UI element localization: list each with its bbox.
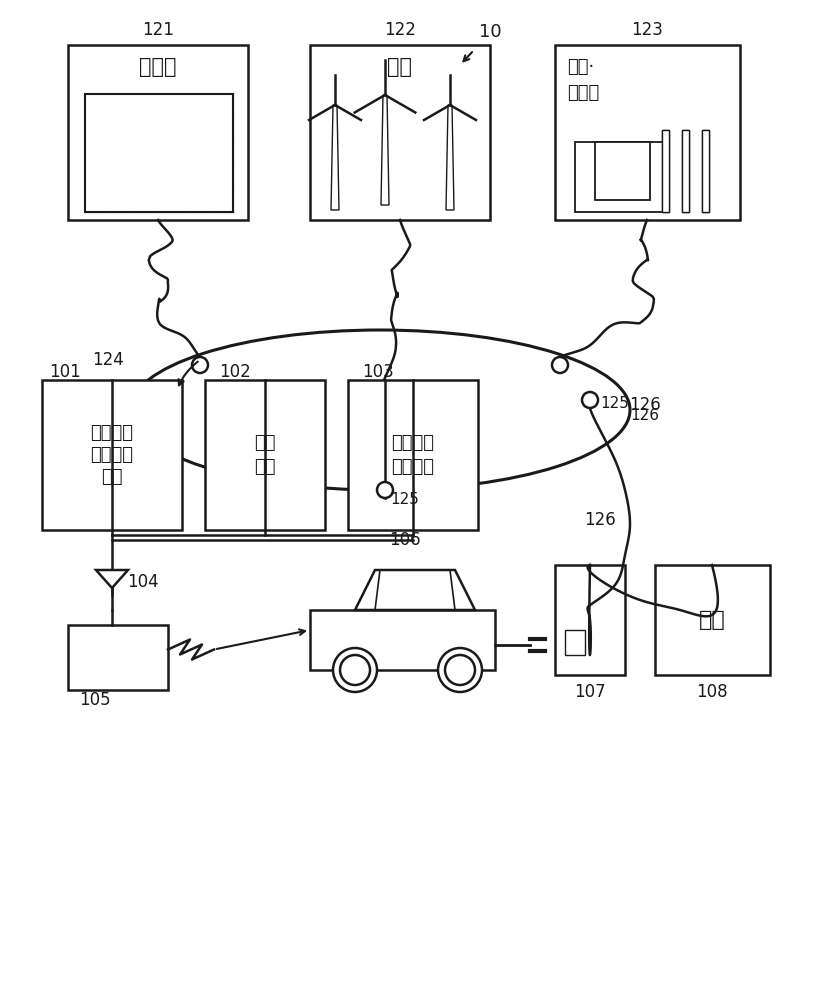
Text: 102: 102 <box>219 363 251 381</box>
Circle shape <box>377 482 393 498</box>
Bar <box>555 45 740 220</box>
Bar <box>682 130 689 212</box>
Bar <box>348 380 478 530</box>
Ellipse shape <box>130 330 630 490</box>
Circle shape <box>333 648 377 692</box>
Text: 107: 107 <box>574 683 606 701</box>
Text: 风力: 风力 <box>387 57 413 77</box>
Text: 原子能: 原子能 <box>567 84 599 102</box>
Text: 数据: 数据 <box>254 434 276 452</box>
Polygon shape <box>381 95 389 205</box>
Text: 监视控制: 监视控制 <box>90 446 133 464</box>
Text: 126: 126 <box>584 511 616 529</box>
Text: 105: 105 <box>79 691 111 709</box>
Bar <box>682 130 689 212</box>
Bar <box>310 610 495 670</box>
Text: 充电监视: 充电监视 <box>392 434 435 452</box>
Text: 电力系统: 电力系统 <box>90 424 133 442</box>
Circle shape <box>445 655 475 685</box>
Bar <box>68 45 248 220</box>
Bar <box>205 380 325 530</box>
Bar <box>42 380 182 530</box>
Text: 125: 125 <box>391 492 419 508</box>
Text: 控制中心: 控制中心 <box>392 458 435 476</box>
Text: 104: 104 <box>127 573 159 591</box>
Circle shape <box>192 357 208 373</box>
Text: 106: 106 <box>389 531 421 549</box>
Polygon shape <box>446 105 454 210</box>
Circle shape <box>438 648 482 692</box>
Text: 126: 126 <box>629 396 661 414</box>
Bar <box>655 565 770 675</box>
Text: 103: 103 <box>362 363 394 381</box>
Bar <box>565 630 585 655</box>
Text: 123: 123 <box>631 21 663 39</box>
Text: 101: 101 <box>49 363 81 381</box>
Text: 系统: 系统 <box>101 468 123 486</box>
Text: 中心: 中心 <box>254 458 276 476</box>
Circle shape <box>552 357 568 373</box>
Text: 124: 124 <box>92 351 124 369</box>
Bar <box>662 130 669 212</box>
Bar <box>702 130 709 212</box>
Text: 108: 108 <box>696 683 728 701</box>
Circle shape <box>582 392 598 408</box>
Text: 122: 122 <box>384 21 416 39</box>
Text: 火力·: 火力· <box>567 58 594 76</box>
Bar <box>68 625 168 690</box>
Text: 121: 121 <box>142 21 174 39</box>
Bar <box>662 130 669 212</box>
Polygon shape <box>331 105 339 210</box>
Circle shape <box>340 655 370 685</box>
Text: 126: 126 <box>631 408 659 422</box>
Bar <box>575 142 665 212</box>
Text: 10: 10 <box>479 23 501 41</box>
Bar <box>310 45 490 220</box>
Text: 125: 125 <box>601 395 629 410</box>
Bar <box>702 130 709 212</box>
Bar <box>595 142 650 200</box>
Bar <box>85 94 233 212</box>
Bar <box>555 565 625 675</box>
Polygon shape <box>96 570 128 588</box>
Polygon shape <box>355 570 475 610</box>
Text: 太阳光: 太阳光 <box>139 57 177 77</box>
Text: 用户: 用户 <box>699 610 726 630</box>
